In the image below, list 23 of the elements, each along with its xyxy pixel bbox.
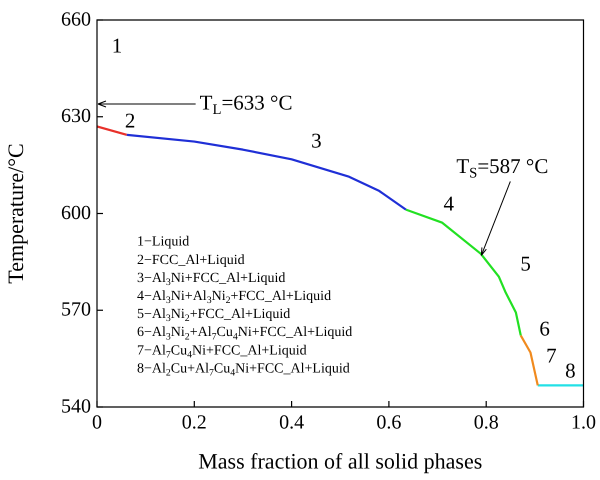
- annotation: 1: [112, 34, 122, 58]
- x-tick-label: 0: [92, 411, 102, 434]
- annotation: 3: [311, 128, 322, 152]
- annotation: 8: [565, 358, 576, 383]
- y-tick-label: 630: [61, 105, 91, 127]
- y-axis-title: Temperature/°C: [2, 143, 28, 284]
- y-tick-label: 660: [61, 8, 91, 30]
- annotation: 6: [539, 316, 550, 341]
- x-axis-title: Mass fraction of all solid phases: [198, 448, 482, 474]
- annotation: 4: [443, 192, 454, 216]
- annotation: 2−FCC_Al+Liquid: [137, 252, 245, 268]
- annotation: 7: [546, 344, 557, 368]
- y-tick-label: 570: [61, 298, 91, 320]
- x-tick-label: 0.4: [279, 411, 304, 434]
- x-tick-label: 1.0: [571, 411, 596, 434]
- annotation: 2: [124, 108, 136, 133]
- x-tick-label: 0.6: [376, 411, 402, 434]
- x-tick-label: 0.8: [474, 411, 499, 434]
- annotation: 5: [520, 251, 531, 276]
- annotation: 1−Liquid: [137, 234, 190, 250]
- y-tick-label: 600: [61, 202, 91, 224]
- x-tick-label: 0.2: [182, 411, 207, 434]
- y-tick-label: 540: [61, 395, 91, 418]
